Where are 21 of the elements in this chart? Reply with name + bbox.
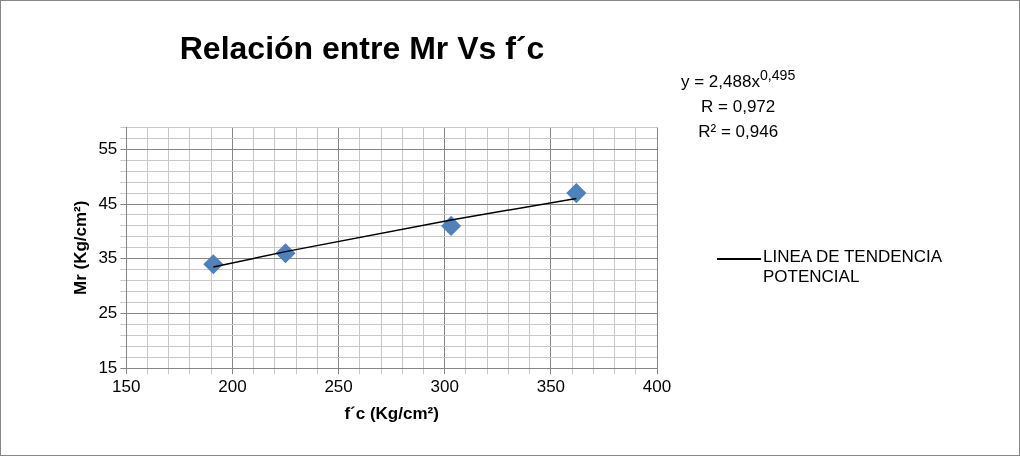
text: R = 0,972: [700, 95, 777, 118]
legend-label: LINEA DE TENDENCIA POTENCIAL: [763, 247, 943, 287]
x-tick-label: 200: [218, 377, 247, 397]
y-tick-label: 45: [98, 193, 118, 213]
y-tick-label: 15: [98, 357, 118, 377]
text: R² = 0,946: [697, 120, 780, 143]
x-tick-label: 300: [430, 377, 459, 397]
y-tick-label: 35: [98, 248, 118, 268]
point: [441, 216, 461, 236]
point: [566, 183, 587, 203]
y-tick-label: 25: [98, 303, 118, 323]
text: y = 2,488x$^{0,495}$: [681, 66, 796, 93]
x-tick-label: 250: [324, 377, 353, 397]
y-axis-title: Mr (Kg/cm²): [70, 200, 90, 296]
x-tick-label: 400: [642, 377, 672, 397]
y-tick-label: 55: [98, 138, 118, 158]
point: [203, 254, 224, 274]
chart-title: Relación entre Mr Vs f´c: [179, 30, 545, 67]
x-tick-label: 150: [112, 377, 141, 397]
x-tick-label: 350: [536, 377, 566, 397]
x-axis-title: f´c (Kg/cm²): [344, 404, 439, 424]
